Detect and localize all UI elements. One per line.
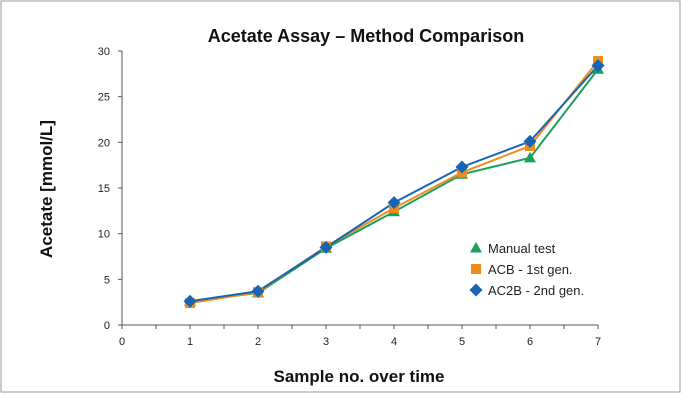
x-tick-label: 0 — [119, 336, 125, 348]
data-point — [523, 134, 537, 148]
legend-marker — [469, 283, 483, 297]
y-tick-label: 15 — [98, 183, 110, 195]
y-tick-label: 25 — [98, 92, 110, 104]
series-markers-3 — [183, 59, 605, 308]
data-point — [455, 160, 469, 174]
y-tick-label: 10 — [98, 229, 110, 241]
x-tick-label: 6 — [527, 336, 533, 348]
x-tick-label: 2 — [255, 336, 261, 348]
legend: Manual test ACB - 1st gen. AC2B - 2nd gen. — [469, 241, 584, 298]
chart-title: Acetate Assay – Method Comparison — [208, 26, 524, 46]
x-tick-label: 5 — [459, 336, 465, 348]
data-point — [183, 294, 197, 308]
legend-item: AC2B - 2nd gen. — [469, 283, 584, 298]
data-point — [387, 196, 401, 210]
series-layer — [183, 56, 605, 309]
legend-marker — [470, 242, 482, 253]
x-tick-label: 7 — [595, 336, 601, 348]
axes: 0 5 10 15 20 25 30 0 1 2 3 4 5 6 7 — [98, 46, 601, 348]
x-tick-label: 1 — [187, 336, 193, 348]
data-point — [524, 151, 536, 163]
legend-item: Manual test — [470, 241, 556, 256]
y-tick-label: 5 — [104, 274, 110, 286]
y-tick-label: 30 — [98, 46, 110, 58]
x-axis-label: Sample no. over time — [274, 367, 445, 386]
x-tick-label: 3 — [323, 336, 329, 348]
data-point — [591, 59, 605, 73]
legend-label: AC2B - 2nd gen. — [488, 283, 584, 298]
data-point — [251, 284, 265, 298]
y-tick-label: 20 — [98, 137, 110, 149]
y-axis-label: Acetate [mmol/L] — [37, 120, 56, 258]
legend-label: ACB - 1st gen. — [488, 262, 573, 277]
legend-label: Manual test — [488, 241, 556, 256]
legend-marker — [471, 264, 481, 274]
legend-item: ACB - 1st gen. — [471, 262, 573, 277]
x-tick-label: 4 — [391, 336, 397, 348]
data-point — [319, 240, 333, 254]
y-tick-label: 0 — [104, 320, 110, 332]
